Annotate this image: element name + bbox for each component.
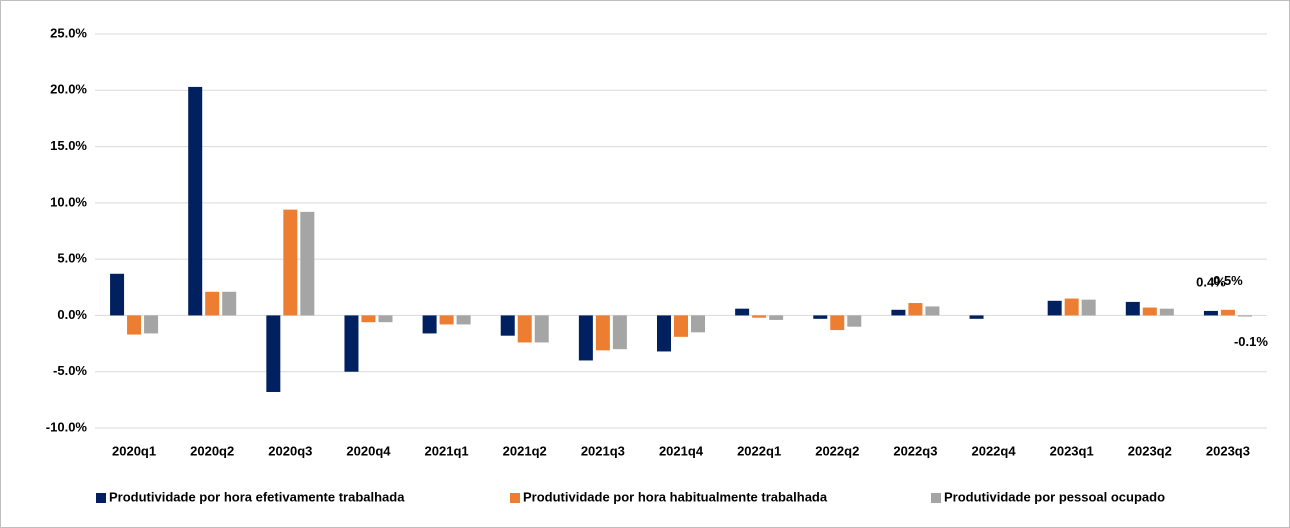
bar — [534, 315, 549, 343]
x-tick-label: 2021q4 — [659, 443, 704, 458]
x-tick-label: 2021q1 — [425, 443, 469, 458]
y-tick-label: 20.0% — [50, 82, 87, 97]
bar — [735, 308, 750, 316]
bar — [1142, 307, 1157, 316]
legend-swatch — [931, 493, 941, 503]
data-label: 0.5% — [1213, 273, 1243, 288]
bar — [127, 315, 142, 335]
bar — [344, 315, 359, 372]
x-tick-label: 2022q2 — [815, 443, 859, 458]
y-tick-label: -10.0% — [46, 419, 88, 434]
data-label: 0.4% — [1196, 274, 1226, 289]
bar — [1081, 299, 1096, 316]
bar — [266, 315, 281, 392]
x-tick-label: 2023q3 — [1206, 443, 1250, 458]
x-tick-label: 2020q4 — [346, 443, 391, 458]
bar — [1125, 301, 1140, 316]
bar — [144, 315, 159, 334]
bar — [500, 315, 515, 336]
bar — [674, 315, 688, 337]
bar — [847, 315, 862, 327]
bar — [378, 315, 393, 323]
bar — [110, 273, 125, 316]
bar — [422, 315, 437, 334]
bar — [830, 315, 845, 331]
legend-label: Produtividade por hora efetivamente trab… — [109, 489, 405, 504]
y-tick-label: 15.0% — [50, 138, 87, 153]
bar — [300, 211, 315, 316]
legend-swatch — [510, 493, 520, 503]
x-tick-label: 2023q1 — [1050, 443, 1094, 458]
bar — [517, 315, 532, 343]
bar — [908, 303, 923, 316]
x-tick-label: 2022q1 — [737, 443, 781, 458]
x-tick-label: 2020q1 — [112, 443, 156, 458]
bar — [925, 306, 940, 316]
bar — [769, 315, 784, 320]
y-tick-label: 5.0% — [57, 251, 87, 266]
x-tick-label: 2022q3 — [893, 443, 937, 458]
bar — [813, 315, 828, 319]
bar — [612, 315, 627, 350]
y-tick-label: 0.0% — [57, 307, 87, 322]
bar — [205, 291, 220, 316]
bar — [188, 86, 203, 316]
bar — [1064, 298, 1079, 316]
bar — [578, 315, 593, 361]
bar — [1237, 315, 1252, 317]
y-tick-label: 10.0% — [50, 194, 87, 209]
bar — [691, 315, 705, 333]
x-tick-label: 2023q2 — [1128, 443, 1172, 458]
x-tick-label: 2021q3 — [581, 443, 625, 458]
bar — [1220, 309, 1235, 316]
x-tick-label: 2021q2 — [503, 443, 547, 458]
x-tick-label: 2022q4 — [971, 443, 1016, 458]
y-tick-label: -5.0% — [53, 363, 87, 378]
x-tick-label: 2020q3 — [268, 443, 312, 458]
bar — [657, 315, 671, 352]
x-tick-label: 2020q2 — [190, 443, 234, 458]
legend-label: Produtividade por hora habitualmente tra… — [523, 489, 828, 504]
bar — [969, 315, 984, 319]
legend-label: Produtividade por pessoal ocupado — [944, 489, 1165, 504]
bar — [456, 315, 471, 325]
bar — [595, 315, 610, 351]
data-label: -0.1% — [1234, 334, 1268, 349]
legend-swatch — [96, 493, 106, 503]
bar — [752, 315, 767, 318]
y-tick-label: 25.0% — [50, 25, 87, 40]
bar — [222, 291, 237, 316]
bar — [439, 315, 454, 325]
bar — [361, 315, 376, 323]
bar — [1203, 310, 1218, 316]
bar — [1047, 300, 1062, 316]
bar — [891, 309, 906, 316]
bar — [283, 209, 298, 316]
bar — [1159, 308, 1174, 316]
